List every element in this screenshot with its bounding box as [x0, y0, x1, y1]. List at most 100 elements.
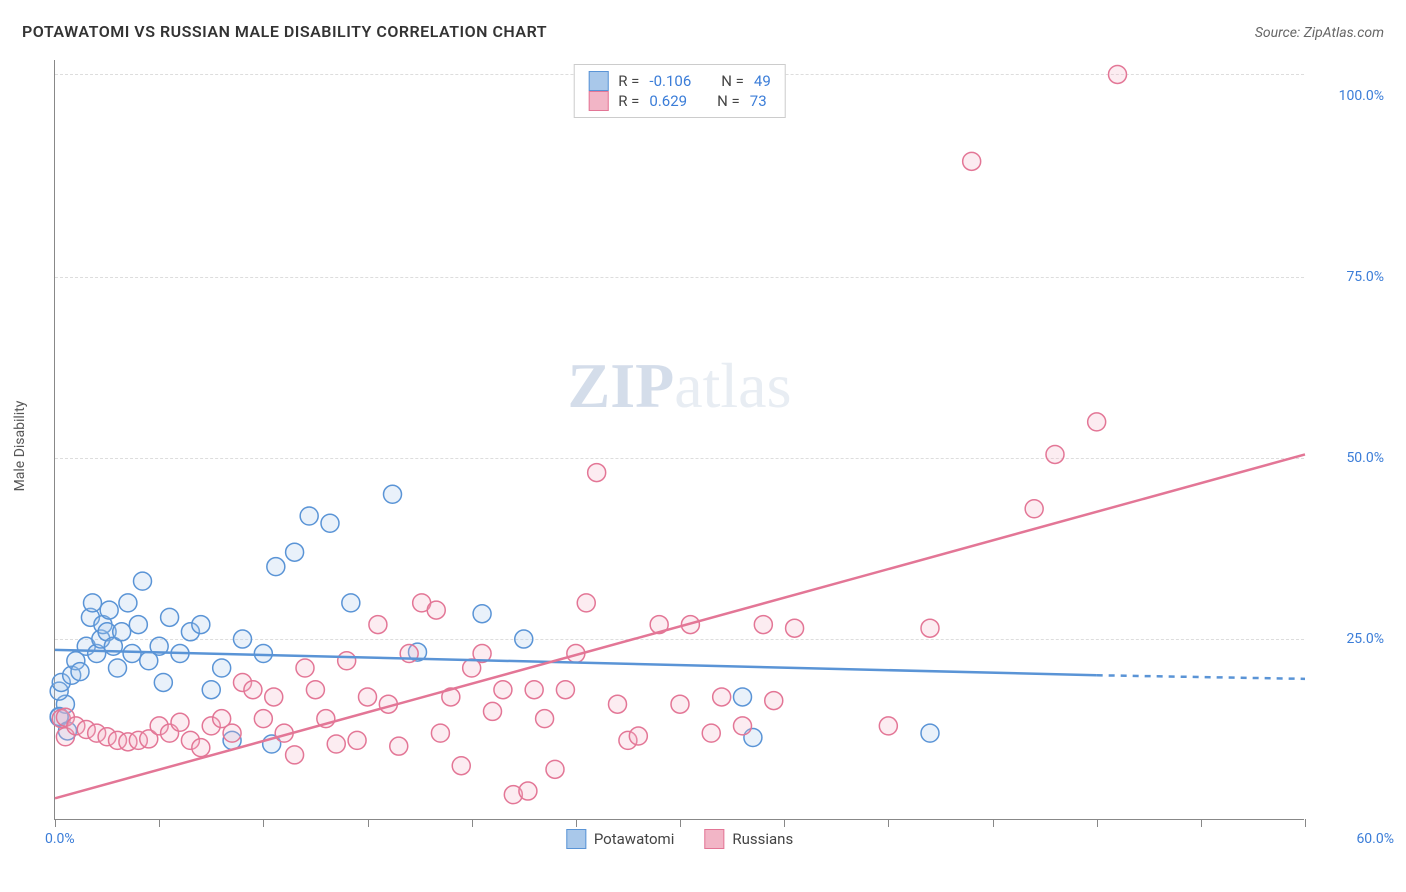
x-tick — [888, 819, 889, 827]
data-point — [963, 152, 981, 170]
data-point — [786, 619, 804, 637]
r-value-1: 0.629 — [649, 92, 687, 110]
x-tick — [55, 819, 56, 827]
data-point — [100, 601, 118, 619]
data-point — [84, 594, 102, 612]
scatter-svg — [55, 60, 1304, 819]
data-point — [327, 735, 345, 753]
data-point — [921, 619, 939, 637]
x-tick — [680, 819, 681, 827]
data-point — [267, 558, 285, 576]
data-point — [473, 605, 491, 623]
data-point — [879, 717, 897, 735]
data-point — [515, 630, 533, 648]
y-tick-label: 100.0% — [1314, 88, 1384, 104]
data-point — [1088, 413, 1106, 431]
data-point — [525, 681, 543, 699]
x-label-min: 0.0% — [45, 831, 75, 847]
data-point — [494, 681, 512, 699]
chart-title: POTAWATOMI VS RUSSIAN MALE DISABILITY CO… — [22, 22, 547, 41]
x-label-max: 60.0% — [1356, 831, 1394, 847]
data-point — [71, 663, 89, 681]
legend-item-0: Potawatomi — [566, 829, 675, 849]
x-tick — [784, 819, 785, 827]
swatch-potawatomi — [588, 71, 608, 91]
source-label: Source: ZipAtlas.com — [1255, 25, 1384, 41]
data-point — [123, 645, 141, 663]
data-point — [254, 645, 272, 663]
data-point — [359, 688, 377, 706]
data-point — [431, 724, 449, 742]
swatch-russians — [588, 91, 608, 111]
n-value-1: 73 — [750, 92, 767, 110]
plot-area: ZIPatlas 25.0%50.0%75.0%100.0% R = -0.10… — [54, 60, 1304, 820]
data-point — [342, 594, 360, 612]
x-tick — [993, 819, 994, 827]
data-point — [265, 688, 283, 706]
data-point — [119, 594, 137, 612]
data-point — [536, 710, 554, 728]
data-point — [629, 727, 647, 745]
data-point — [427, 601, 445, 619]
data-point — [171, 713, 189, 731]
y-tick-label: 50.0% — [1314, 450, 1384, 466]
regression-line — [55, 454, 1305, 798]
n-value-0: 49 — [754, 72, 771, 90]
data-point — [369, 616, 387, 634]
stats-legend: R = -0.106 N = 49 R = 0.629 N = 73 — [573, 64, 786, 118]
data-point — [577, 594, 595, 612]
legend-label-0: Potawatomi — [594, 830, 675, 848]
legend-label-1: Russians — [732, 830, 793, 848]
x-tick — [1305, 819, 1306, 827]
x-tick — [576, 819, 577, 827]
data-point — [1025, 500, 1043, 518]
data-point — [244, 681, 262, 699]
legend-swatch-0 — [566, 829, 586, 849]
data-point — [161, 608, 179, 626]
regression-line-extrapolated — [1097, 675, 1305, 679]
data-point — [338, 652, 356, 670]
data-point — [202, 681, 220, 699]
data-point — [754, 616, 772, 634]
x-tick — [1097, 819, 1098, 827]
y-tick-label: 75.0% — [1314, 269, 1384, 285]
data-point — [384, 485, 402, 503]
y-tick-label: 25.0% — [1314, 631, 1384, 647]
data-point — [254, 710, 272, 728]
data-point — [321, 514, 339, 532]
y-axis-title: Male Disability — [12, 401, 28, 492]
stats-row-0: R = -0.106 N = 49 — [588, 71, 771, 91]
x-tick — [159, 819, 160, 827]
data-point — [1046, 445, 1064, 463]
data-point — [213, 659, 231, 677]
data-point — [113, 623, 131, 641]
r-value-0: -0.106 — [649, 72, 691, 90]
legend-item-1: Russians — [704, 829, 793, 849]
data-point — [734, 688, 752, 706]
data-point — [234, 630, 252, 648]
data-point — [134, 572, 152, 590]
x-tick — [1201, 819, 1202, 827]
data-point — [702, 724, 720, 742]
data-point — [154, 673, 172, 691]
data-point — [609, 695, 627, 713]
data-point — [452, 757, 470, 775]
data-point — [519, 782, 537, 800]
legend-bottom: Potawatomi Russians — [566, 829, 793, 849]
data-point — [713, 688, 731, 706]
data-point — [296, 659, 314, 677]
data-point — [390, 737, 408, 755]
legend-swatch-1 — [704, 829, 724, 849]
data-point — [223, 724, 241, 742]
data-point — [734, 717, 752, 735]
data-point — [192, 739, 210, 757]
data-point — [765, 692, 783, 710]
x-tick — [263, 819, 264, 827]
data-point — [1109, 65, 1127, 83]
data-point — [921, 724, 939, 742]
data-point — [484, 702, 502, 720]
x-tick — [472, 819, 473, 827]
data-point — [306, 681, 324, 699]
data-point — [286, 746, 304, 764]
data-point — [192, 616, 210, 634]
